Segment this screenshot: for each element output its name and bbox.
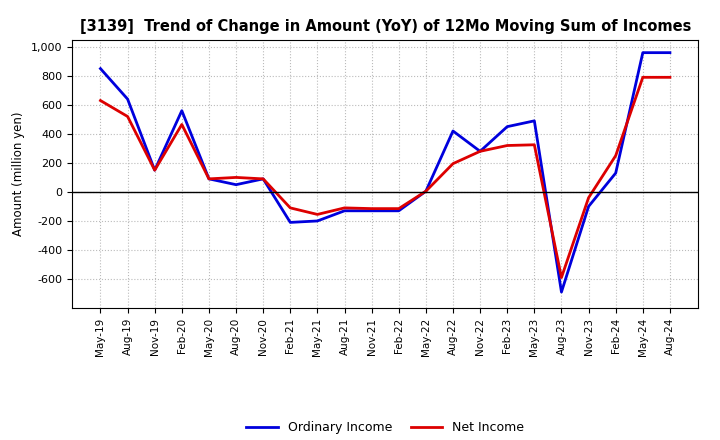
Ordinary Income [530,118,539,124]
Net Income [286,205,294,210]
Ordinary Income [421,189,430,194]
Net Income [611,153,620,158]
Ordinary Income [584,204,593,209]
Net Income [557,275,566,280]
Ordinary Income [367,208,376,213]
Ordinary Income [259,176,268,182]
Net Income [639,75,647,80]
Net Income [367,206,376,211]
Net Income [476,149,485,154]
Net Income [313,212,322,217]
Ordinary Income [639,50,647,55]
Ordinary Income [178,108,186,114]
Net Income [421,189,430,194]
Net Income [96,98,105,103]
Net Income [204,176,213,182]
Ordinary Income [150,168,159,173]
Net Income [584,195,593,200]
Ordinary Income [232,182,240,187]
Ordinary Income [476,149,485,154]
Ordinary Income [123,96,132,102]
Line: Ordinary Income: Ordinary Income [101,53,670,292]
Net Income [178,122,186,127]
Ordinary Income [341,208,349,213]
Title: [3139]  Trend of Change in Amount (YoY) of 12Mo Moving Sum of Incomes: [3139] Trend of Change in Amount (YoY) o… [79,19,691,34]
Net Income [232,175,240,180]
Ordinary Income [449,128,457,134]
Ordinary Income [557,290,566,295]
Net Income [259,176,268,182]
Ordinary Income [96,66,105,71]
Net Income [530,142,539,147]
Legend: Ordinary Income, Net Income: Ordinary Income, Net Income [241,416,529,439]
Net Income [150,168,159,173]
Net Income [341,205,349,210]
Ordinary Income [286,220,294,225]
Ordinary Income [395,208,403,213]
Net Income [503,143,511,148]
Net Income [123,114,132,119]
Y-axis label: Amount (million yen): Amount (million yen) [12,112,25,236]
Line: Net Income: Net Income [101,77,670,278]
Ordinary Income [313,218,322,224]
Net Income [395,206,403,211]
Net Income [665,75,674,80]
Ordinary Income [204,176,213,182]
Net Income [449,161,457,166]
Ordinary Income [611,170,620,176]
Ordinary Income [503,124,511,129]
Ordinary Income [665,50,674,55]
